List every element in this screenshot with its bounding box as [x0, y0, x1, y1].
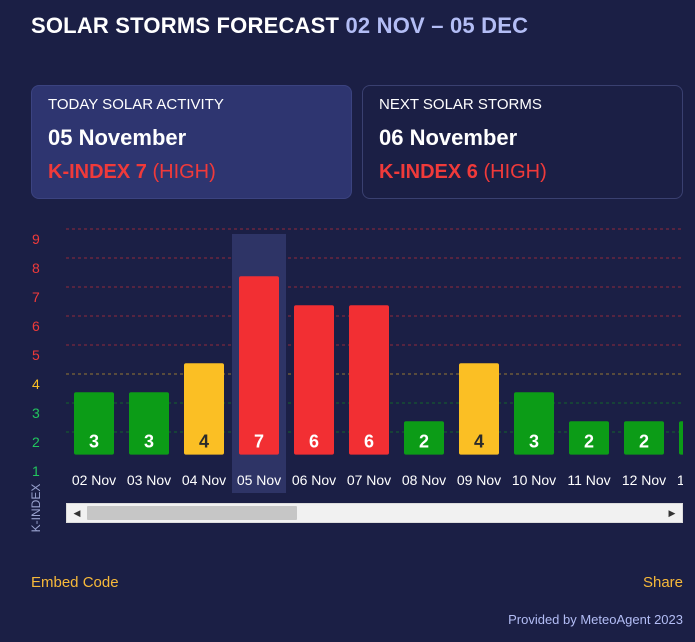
kindex-bar-chart: 1 2 3 4 5 6 7 8 9 3 02 Nov 3 03 Nov 4 04 Nov 7 05 Nov 6 0…: [29, 228, 695, 533]
next-storm-card: NEXT SOLAR STORMS 06 November K-INDEX 6 …: [362, 85, 683, 199]
x-tick-label: 06 Nov: [292, 472, 336, 488]
bar-12-nov[interactable]: [624, 421, 664, 455]
scroll-thumb[interactable]: [87, 506, 297, 520]
next-card-date: 06 November: [379, 125, 518, 150]
x-tick-label: 02 Nov: [72, 472, 116, 488]
today-kindex-value: K-INDEX 7: [48, 161, 147, 183]
bar-10-nov[interactable]: [514, 392, 554, 455]
share-link[interactable]: Share: [642, 574, 683, 591]
bar-09-nov[interactable]: [459, 363, 499, 455]
scroll-left-icon[interactable]: ◀: [73, 507, 81, 518]
x-tick-label: 05 Nov: [237, 472, 281, 488]
bar-value-label: 7: [254, 432, 264, 452]
x-tick-label: 08 Nov: [402, 472, 446, 488]
next-kindex-value: K-INDEX 6: [379, 161, 478, 183]
bar-02-nov[interactable]: [74, 392, 114, 455]
y-tick-1: 1: [32, 463, 40, 479]
scroll-right-icon[interactable]: ▶: [668, 507, 676, 518]
bar-04-nov[interactable]: [184, 363, 224, 455]
bar-value-label: 6: [364, 432, 374, 452]
bar-value-label: 6: [309, 432, 319, 452]
bar-value-label: 3: [89, 432, 99, 452]
bar-value-label: 4: [199, 432, 209, 452]
provided-by-text: Provided by MeteoAgent 2023: [508, 612, 683, 627]
today-activity-card: TODAY SOLAR ACTIVITY 05 November K-INDEX…: [31, 85, 352, 199]
date-range: 02 NOV – 05 DEC: [345, 13, 529, 38]
y-tick-2: 2: [32, 434, 40, 450]
bar-11-nov[interactable]: [569, 421, 609, 455]
next-kindex-level: (HIGH): [483, 161, 547, 183]
x-tick-label: 03 Nov: [127, 472, 171, 488]
x-tick-label: 12 Nov: [622, 472, 666, 488]
bar-value-label: 4: [474, 432, 484, 452]
embed-code-link[interactable]: Embed Code: [31, 574, 119, 591]
y-tick-3: 3: [32, 405, 40, 421]
x-tick-label: 10 Nov: [512, 472, 556, 488]
x-tick-label: 07 Nov: [347, 472, 391, 488]
today-card-date: 05 November: [48, 125, 187, 150]
y-tick-6: 6: [32, 318, 40, 334]
x-tick-label: 04 Nov: [182, 472, 226, 488]
bar-03-nov[interactable]: [129, 392, 169, 455]
today-card-kindex: K-INDEX 7 (HIGH): [48, 161, 335, 184]
bar-value-label: 3: [144, 432, 154, 452]
bar-value-label: 3: [529, 432, 539, 452]
y-tick-4: 4: [32, 376, 40, 392]
x-tick-label: 11 Nov: [567, 472, 610, 488]
bar-value-label: 2: [419, 432, 429, 452]
bar-value-label: 2: [584, 432, 594, 452]
next-card-kindex: K-INDEX 6 (HIGH): [379, 161, 666, 184]
bar-08-nov[interactable]: [404, 421, 444, 455]
title-text: SOLAR STORMS FORECAST: [31, 13, 340, 38]
bar-05-nov[interactable]: [239, 276, 279, 455]
bar-06-nov[interactable]: [294, 305, 334, 455]
x-tick-label: 13 Nov: [677, 472, 695, 488]
chart-scrollbar[interactable]: ◀ ▶: [66, 503, 683, 523]
bar-13-nov[interactable]: [679, 421, 695, 455]
today-card-label: TODAY SOLAR ACTIVITY: [48, 96, 224, 113]
y-tick-8: 8: [32, 260, 40, 276]
page-title: SOLAR STORMS FORECAST 02 NOV – 05 DEC: [31, 13, 528, 39]
x-tick-label: 09 Nov: [457, 472, 501, 488]
y-tick-9: 9: [32, 231, 40, 247]
bar-07-nov[interactable]: [349, 305, 389, 455]
next-card-label: NEXT SOLAR STORMS: [379, 96, 542, 113]
y-tick-5: 5: [32, 347, 40, 363]
today-kindex-level: (HIGH): [152, 161, 216, 183]
y-axis-label: K-INDEX: [29, 484, 43, 533]
y-tick-7: 7: [32, 289, 40, 305]
bar-value-label: 2: [639, 432, 649, 452]
